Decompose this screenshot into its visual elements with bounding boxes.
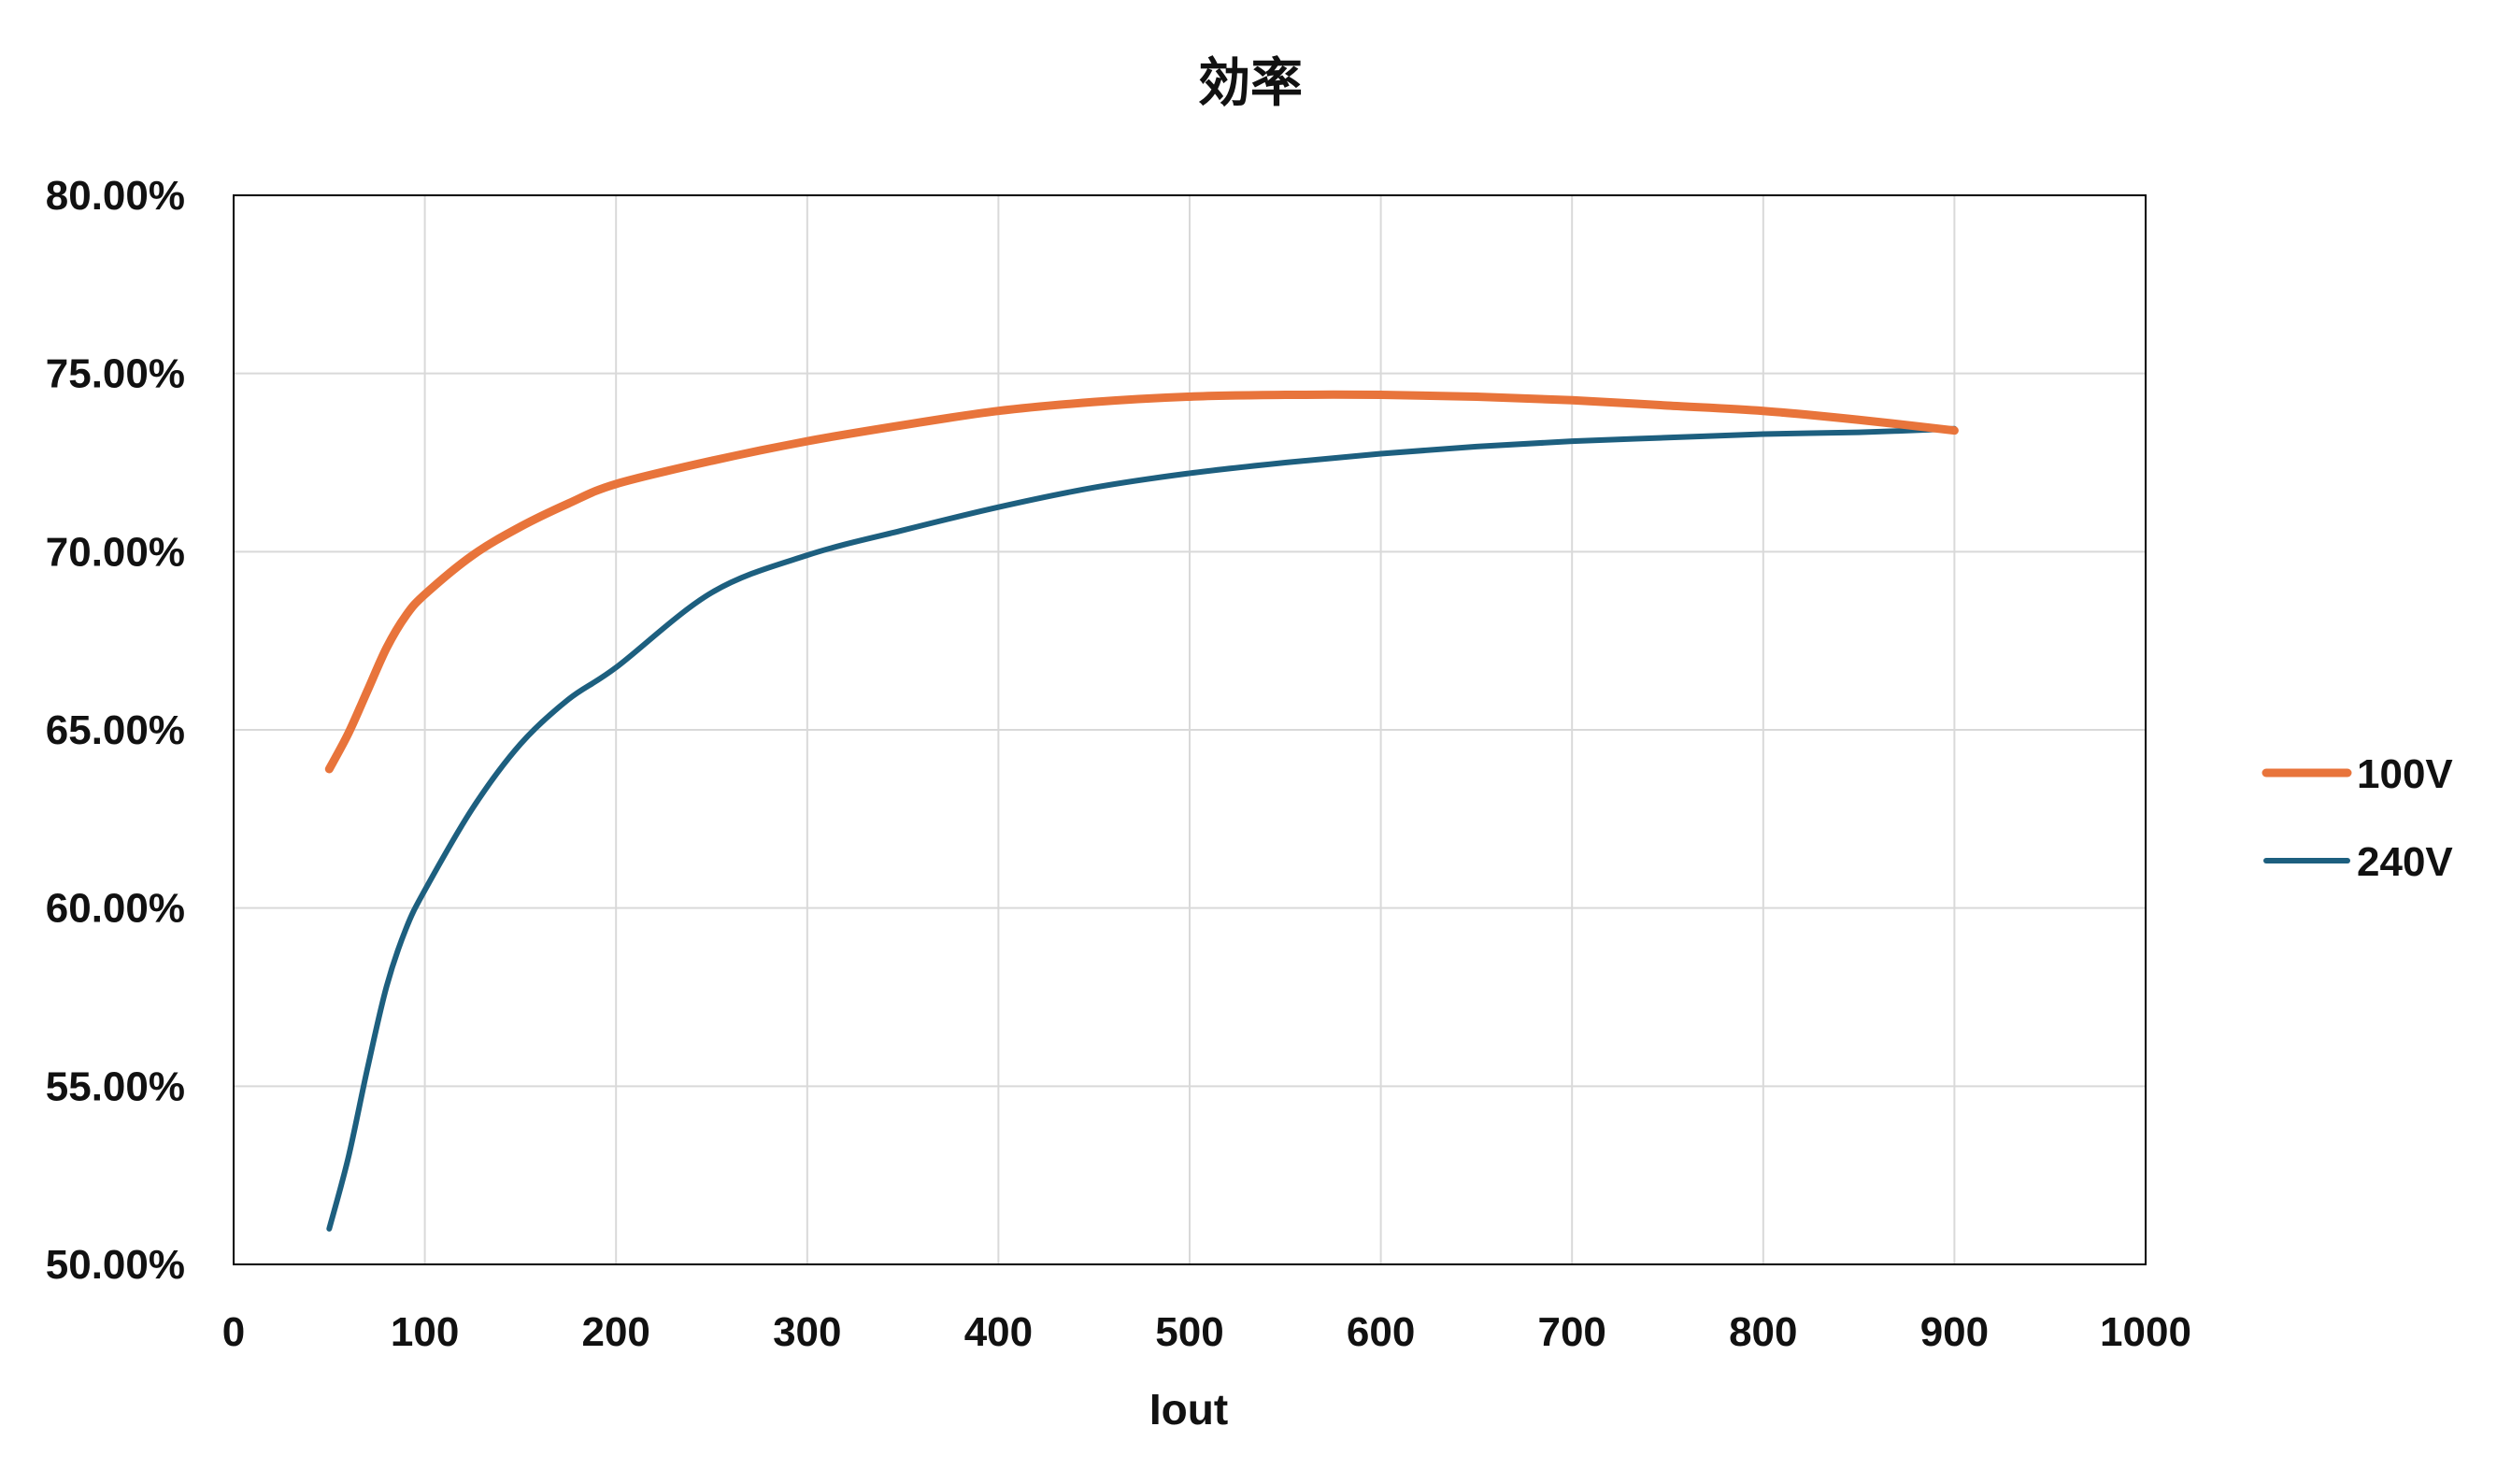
x-tick-label: 900 bbox=[1920, 1309, 1989, 1355]
chart-title: 効率 bbox=[1198, 53, 1303, 114]
y-tick-label: 55.00% bbox=[46, 1063, 185, 1109]
x-tick-label: 100 bbox=[391, 1309, 459, 1355]
y-tick-label: 70.00% bbox=[46, 529, 185, 575]
series-line-240V bbox=[326, 425, 1958, 1232]
x-tick-label: 400 bbox=[964, 1309, 1033, 1355]
legend: 100V 240V bbox=[2262, 751, 2453, 885]
x-tick-label: 0 bbox=[222, 1309, 245, 1355]
x-tick-label: 1000 bbox=[2100, 1309, 2191, 1355]
x-tick-label: 700 bbox=[1537, 1309, 1605, 1355]
series-lines bbox=[324, 390, 1959, 1232]
legend-label-240V: 240V bbox=[2357, 839, 2453, 885]
y-tick-label: 65.00% bbox=[46, 707, 185, 753]
legend-label-100V: 100V bbox=[2357, 751, 2453, 797]
x-axis-label: Iout bbox=[1149, 1385, 1228, 1434]
series-line-100V bbox=[324, 390, 1959, 774]
x-tick-label: 300 bbox=[773, 1309, 841, 1355]
gridlines bbox=[234, 195, 2146, 1264]
y-tick-label: 75.00% bbox=[46, 351, 185, 397]
x-axis-ticks: 0 100 200 300 400 500 600 700 800 900 1000 bbox=[222, 1309, 2191, 1355]
x-tick-label: 600 bbox=[1347, 1309, 1415, 1355]
x-tick-label: 800 bbox=[1729, 1309, 1797, 1355]
x-tick-label: 500 bbox=[1155, 1309, 1223, 1355]
x-tick-label: 200 bbox=[581, 1309, 649, 1355]
plot-area-border bbox=[233, 194, 2147, 1265]
y-tick-label: 60.00% bbox=[46, 886, 185, 932]
y-tick-label: 80.00% bbox=[46, 173, 185, 219]
y-tick-label: 50.00% bbox=[46, 1242, 185, 1288]
y-axis-ticks: 50.00% 55.00% 60.00% 65.00% 70.00% 75.00% 80.0… bbox=[46, 173, 185, 1288]
